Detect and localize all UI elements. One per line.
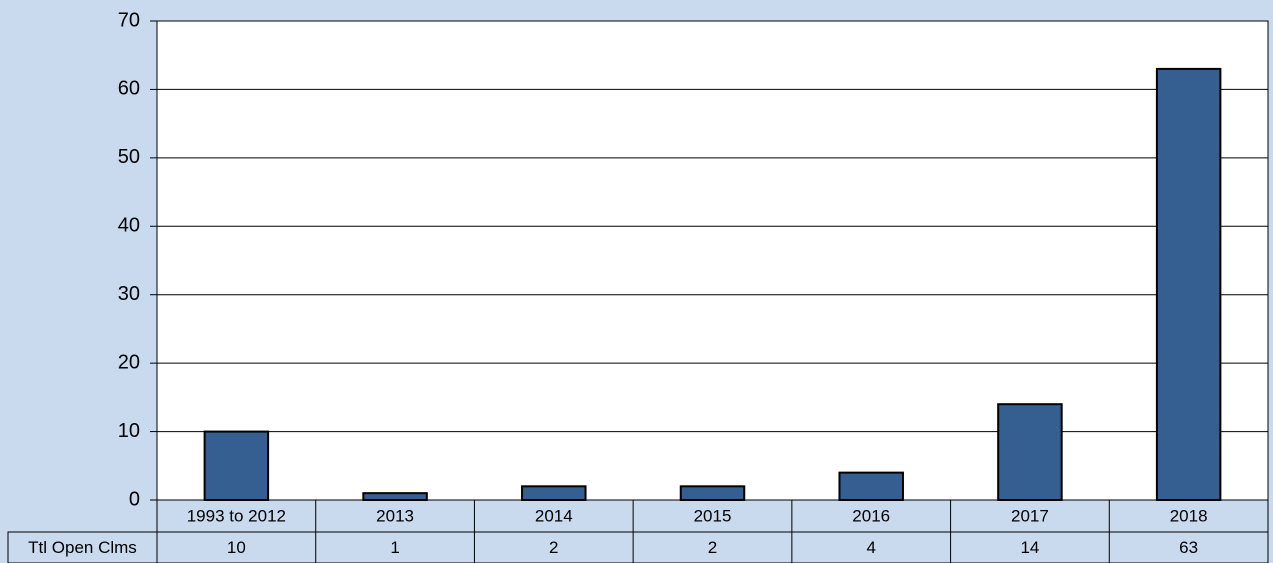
- table-legend-cell: [7, 531, 158, 563]
- y-tick-label: 20: [118, 351, 140, 373]
- bar: [838, 471, 904, 501]
- table-value: 63: [1179, 538, 1198, 557]
- plot-area: [156, 20, 1269, 501]
- x-tick-label: 2018: [1170, 506, 1208, 525]
- x-tick-label: 2015: [694, 506, 732, 525]
- bar: [521, 485, 587, 502]
- table-value: 2: [549, 538, 558, 557]
- y-tick-label: 0: [129, 488, 140, 510]
- table-value: 14: [1020, 538, 1039, 557]
- y-tick-label: 60: [118, 78, 140, 100]
- y-tick-label: 50: [118, 146, 140, 168]
- x-tick-label: 1993 to 2012: [187, 506, 286, 525]
- x-tick-label: 2013: [376, 506, 414, 525]
- bar: [1155, 67, 1222, 502]
- table-value: 10: [227, 538, 246, 557]
- y-tick-label: 40: [118, 215, 140, 237]
- x-tick-label: 2014: [535, 506, 573, 525]
- bar: [203, 430, 270, 502]
- x-tick-label: 2017: [1011, 506, 1049, 525]
- bar: [362, 492, 428, 501]
- table-value: 1: [390, 538, 399, 557]
- table-value: 4: [866, 538, 875, 557]
- table-value: 2: [708, 538, 717, 557]
- y-tick-label: 70: [118, 9, 140, 31]
- bar: [997, 403, 1063, 502]
- y-tick-label: 10: [118, 420, 140, 442]
- series-name: Ttl Open Clms: [28, 538, 137, 557]
- bar: [679, 485, 746, 502]
- y-tick-label: 30: [118, 283, 140, 305]
- x-tick-label: 2016: [852, 506, 890, 525]
